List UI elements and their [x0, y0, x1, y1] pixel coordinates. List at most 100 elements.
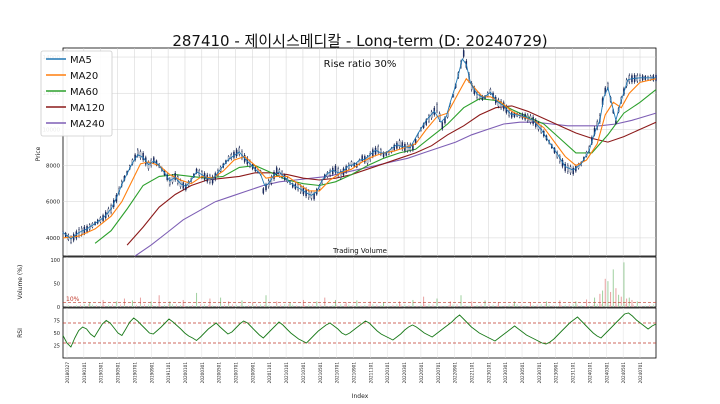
rsi-ytick-label: 50 [54, 331, 60, 337]
x-axis-ticks: 20180327 20190101 20190301 20190501 20190701… [65, 362, 643, 384]
price-candle-body [211, 176, 214, 184]
volume-title: Trading Volume [332, 247, 387, 255]
volume-bar [87, 304, 89, 307]
volume-bar [312, 304, 314, 307]
x-tick-label: 20230501 [520, 362, 525, 384]
x-tick-label: 20200701 [234, 362, 239, 384]
volume-bar [536, 304, 538, 307]
x-tick-label: 20211101 [368, 362, 373, 384]
volume-bar [108, 304, 109, 307]
price-gridlines [63, 48, 656, 256]
volume-bar [592, 304, 594, 307]
volume-bar [228, 304, 230, 307]
volume-ytick-label: 100 [50, 258, 60, 264]
chart-title: 287410 - 제이시스메디칼 - Long-term (D: 2024072… [172, 32, 547, 50]
volume-bar [568, 304, 570, 307]
x-tick-label: 20220301 [402, 362, 407, 384]
rsi-panel: 25 50 75 RSI [17, 307, 657, 359]
price-panel: 400060008000100001200014000 Price Rise r… [35, 47, 657, 257]
volume-bar [352, 305, 354, 307]
x-tick-label: 20220501 [419, 362, 424, 384]
volume-bar [89, 302, 91, 307]
volume-bar [532, 305, 534, 307]
volume-bar [372, 304, 374, 307]
volume-bar [607, 281, 609, 307]
volume-bar [604, 304, 606, 307]
price-candle-body [628, 75, 631, 83]
x-tick-label: 20240301 [604, 362, 609, 384]
volume-bar [264, 304, 266, 307]
volume-bar [188, 305, 189, 307]
volume-bar [256, 304, 258, 307]
volume-bar [320, 304, 322, 307]
volume-bar [212, 305, 213, 307]
volume-bar [252, 304, 254, 307]
volume-bar [136, 304, 137, 307]
volume-bar [648, 304, 650, 307]
volume-bar [524, 305, 526, 307]
price-candle-body [388, 151, 390, 155]
volume-bar [316, 301, 318, 307]
volume-bar [83, 304, 85, 307]
volume-bar [596, 304, 598, 307]
volume-bar [616, 305, 618, 307]
volume-bar [500, 305, 502, 307]
legend: MA5 MA20 MA60 MA120 MA240 [40, 50, 113, 137]
volume-bar [192, 304, 193, 307]
volume-ytick-label: 50 [54, 282, 60, 288]
price-candle-body [366, 156, 369, 164]
price-candle-body [396, 142, 398, 149]
x-tick-label: 20190701 [132, 362, 137, 384]
price-panel-frame [62, 47, 657, 257]
volume-ytick-label: 0 [57, 305, 60, 311]
volume-bar [169, 301, 171, 307]
x-tick-label: 20230701 [537, 362, 542, 384]
volume-bar [336, 304, 338, 307]
volume-bar [200, 304, 201, 307]
x-tick-label: 20191101 [166, 362, 171, 384]
legend-label: MA60 [70, 87, 98, 98]
volume-bar [440, 305, 442, 307]
volume-bar [623, 262, 625, 307]
volume-bar [140, 304, 141, 307]
rsi-line [62, 312, 657, 348]
x-tick-label: 20190501 [116, 362, 121, 384]
price-candle-body [436, 104, 438, 112]
price-candle-body [195, 168, 198, 174]
x-tick-label: 20220901 [453, 362, 458, 384]
volume-bar [368, 304, 370, 307]
x-tick-label: 20230301 [503, 362, 508, 384]
x-tick-label: 20210501 [318, 362, 323, 384]
volume-bar [75, 305, 77, 307]
volume-bar [176, 304, 177, 307]
volume-bar [248, 305, 250, 307]
volume-bar [644, 305, 646, 307]
price-candle-body [334, 165, 337, 173]
volume-bar [115, 301, 117, 307]
volume-bar [436, 298, 438, 307]
volume-bar [588, 305, 590, 307]
volume-bar [124, 305, 125, 307]
ma5-line [62, 57, 656, 240]
volume-bar [544, 304, 546, 307]
x-tick-label: 20240101 [587, 362, 592, 384]
price-candle-body [350, 161, 353, 166]
ma20-line [62, 77, 657, 239]
x-tick-label: 20231101 [571, 362, 576, 384]
volume-bar [624, 304, 626, 307]
volume-bar [620, 304, 622, 307]
volume-bar [356, 300, 358, 307]
volume-bar [449, 301, 451, 307]
volume-bar [452, 304, 454, 307]
price-candle-body [564, 163, 566, 171]
volume-bar [148, 304, 149, 307]
volume-bar [345, 302, 347, 307]
volume-bar [102, 299, 104, 307]
price-candle-body [235, 149, 238, 157]
price-candle-body [137, 149, 139, 156]
volume-bar [516, 304, 518, 307]
volume-bar [112, 304, 113, 307]
volume-bar [288, 304, 290, 307]
volume-bar [602, 290, 604, 307]
volume-bar [575, 301, 577, 307]
